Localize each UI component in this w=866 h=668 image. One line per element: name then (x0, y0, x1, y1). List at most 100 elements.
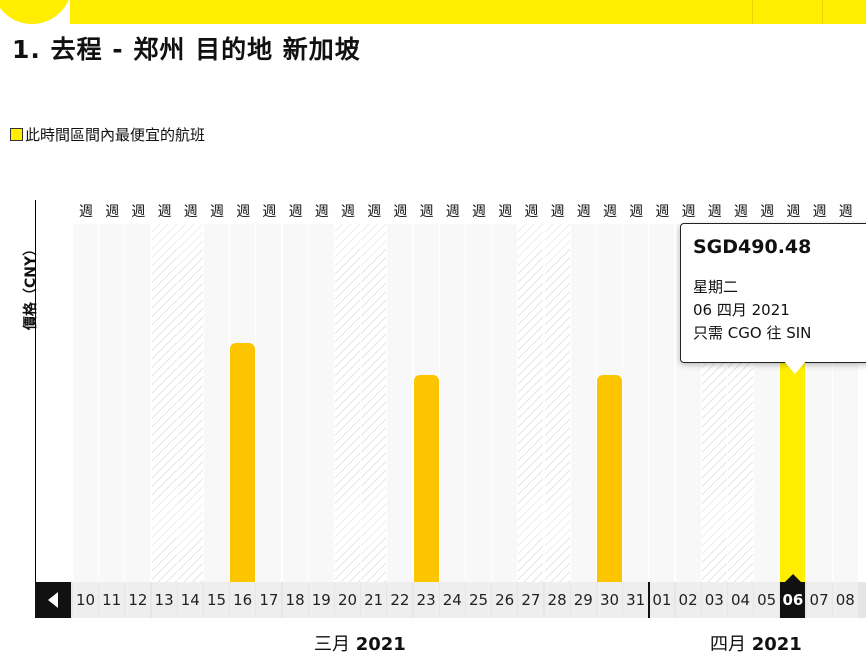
weekday-label: 週 (288, 204, 303, 220)
tooltip-price: SGD490.48 (693, 236, 812, 258)
date-cell[interactable]: 11 (99, 582, 125, 618)
date-cell[interactable]: 06 (780, 574, 806, 618)
date-cell[interactable]: 29 (570, 582, 596, 618)
chart-column[interactable] (204, 224, 229, 582)
weekday-label: 週 (524, 204, 539, 220)
chart-column[interactable] (649, 224, 675, 582)
weekday-label: 週 (393, 204, 408, 220)
price-bar[interactable] (230, 343, 256, 582)
chart-column[interactable] (492, 224, 518, 582)
banner-divider (822, 0, 823, 24)
date-cell[interactable]: 05 (754, 582, 780, 618)
weekday-label: 週 (341, 204, 355, 220)
chart-column[interactable] (439, 224, 465, 582)
date-cell[interactable]: 30 (597, 582, 622, 618)
tooltip-weekday: 星期二 (693, 278, 739, 296)
chart-column[interactable] (361, 224, 387, 582)
legend-swatch (10, 128, 23, 141)
weekday-label: 週 (681, 204, 696, 220)
date-cell[interactable]: 01 (649, 582, 675, 618)
chart-column[interactable] (125, 224, 151, 582)
weekday-label: 週 (419, 204, 434, 220)
weekday-label: 週 (786, 204, 801, 220)
chart-column[interactable] (387, 224, 413, 582)
weekday-label: 週 (367, 204, 382, 220)
date-cell[interactable]: 28 (544, 582, 570, 618)
chart-column[interactable] (256, 224, 282, 582)
date-cell[interactable]: 24 (439, 582, 465, 618)
chart-column[interactable] (73, 224, 98, 582)
legend-label: 此時間區間內最便宜的航班 (25, 126, 206, 144)
date-cell[interactable]: 08 (832, 582, 858, 618)
date-cell[interactable]: 26 (492, 582, 518, 618)
date-cell[interactable]: 27 (518, 582, 544, 618)
price-bar[interactable] (413, 375, 439, 582)
weekday-label: 週 (236, 204, 251, 220)
date-cell[interactable]: 23 (413, 582, 439, 618)
price-tooltip: SGD490.48 星期二 06 四月 2021 只需 CGO 往 SIN (680, 223, 866, 363)
weekday-label: 週 (262, 204, 277, 220)
date-cell[interactable]: 14 (177, 582, 203, 618)
date-cell[interactable]: 16 (230, 582, 256, 618)
weekday-label: 週 (760, 204, 775, 220)
tooltip-pointer (783, 360, 807, 374)
chart-column[interactable] (177, 224, 203, 582)
chart-column[interactable] (335, 224, 360, 582)
weekday-label: 週 (105, 204, 120, 220)
logo[interactable] (0, 0, 72, 24)
chart-column[interactable] (518, 224, 544, 582)
date-cell[interactable]: 07 (806, 582, 832, 618)
price-bar[interactable] (597, 375, 622, 582)
tooltip-date: 06 四月 2021 (693, 301, 790, 319)
page-title: 1. 去程 - 郑州 目的地 新加坡 (12, 35, 361, 64)
weekday-label: 週 (629, 204, 644, 220)
date-cell[interactable]: 10 (73, 582, 98, 618)
tooltip-route: 只需 CGO 往 SIN (693, 324, 812, 342)
date-cell[interactable]: 21 (361, 582, 387, 618)
date-cell[interactable]: 13 (151, 582, 177, 618)
top-banner (70, 0, 866, 24)
y-axis-line (35, 200, 36, 582)
date-cell[interactable]: 15 (204, 582, 229, 618)
weekday-label: 週 (445, 204, 460, 220)
date-cell[interactable]: 17 (256, 582, 282, 618)
date-cell[interactable]: 18 (282, 582, 308, 618)
weekday-label: 週 (131, 204, 146, 220)
weekday-label: 週 (183, 204, 198, 220)
weekday-label: 週 (314, 204, 329, 220)
previous-dates-button[interactable] (35, 582, 71, 618)
chart-column[interactable] (466, 224, 491, 582)
chart-column[interactable] (282, 224, 308, 582)
weekday-label: 週 (550, 204, 565, 220)
legend: 此時間區間內最便宜的航班 (10, 124, 205, 145)
date-cell[interactable]: 04 (728, 582, 753, 618)
chart-column[interactable] (544, 224, 570, 582)
chart-column[interactable] (308, 224, 334, 582)
date-cell[interactable]: 02 (675, 582, 701, 618)
date-cell[interactable]: 31 (623, 582, 649, 618)
chevron-left-icon (48, 592, 58, 608)
weekday-label: 週 (812, 204, 827, 220)
month-separator (648, 582, 651, 618)
chart-column[interactable] (623, 224, 649, 582)
weekday-label: 週 (79, 204, 93, 220)
y-axis-label: 價格（CNY） (23, 241, 39, 330)
date-cell[interactable]: 20 (335, 582, 360, 618)
weekday-label: 週 (838, 204, 853, 220)
weekday-label: 週 (734, 204, 748, 220)
date-cell[interactable]: 22 (387, 582, 413, 618)
weekday-label: 週 (603, 204, 617, 220)
chart-column[interactable] (570, 224, 596, 582)
month-label-march: 三月 2021 (314, 634, 406, 655)
date-cell[interactable]: 12 (125, 582, 151, 618)
date-cell[interactable]: 25 (466, 582, 491, 618)
weekday-label: 週 (472, 204, 486, 220)
chart-column[interactable] (99, 224, 125, 582)
chart-column[interactable] (151, 224, 177, 582)
weekday-label: 週 (210, 204, 224, 220)
weekday-label: 週 (707, 204, 722, 220)
price-bar[interactable] (780, 356, 806, 582)
date-cell[interactable]: 19 (308, 582, 334, 618)
weekday-label: 週 (157, 204, 172, 220)
date-cell[interactable]: 03 (701, 582, 727, 618)
